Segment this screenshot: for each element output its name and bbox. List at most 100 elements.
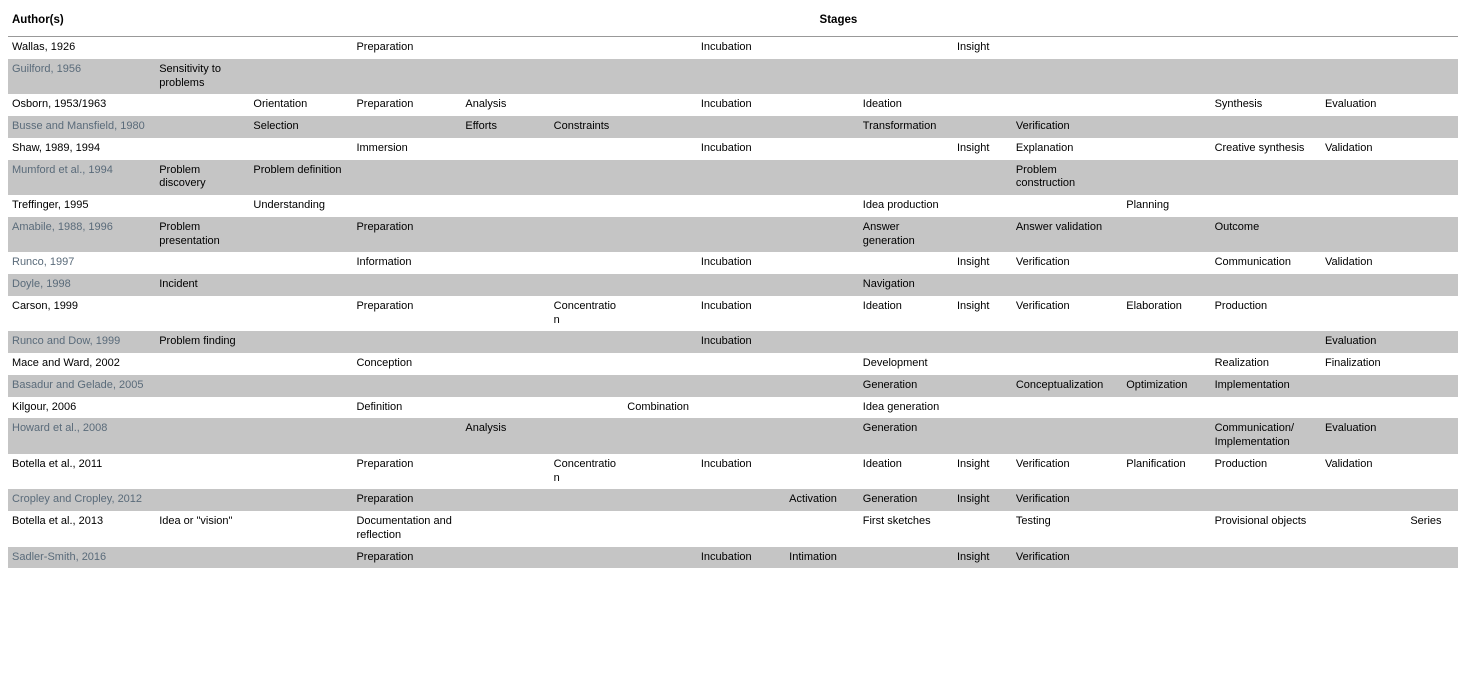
stage-cell: [1122, 489, 1210, 511]
stage-cell: [550, 94, 624, 116]
stage-cell: [155, 418, 249, 454]
stage-cell: [1321, 59, 1406, 95]
stage-cell: Understanding: [249, 195, 352, 217]
stage-cell: Incubation: [697, 547, 785, 569]
stage-cell: [1012, 353, 1122, 375]
stage-cell: [1211, 59, 1321, 95]
stage-cell: [249, 37, 352, 59]
stage-cell: Provisional objects: [1211, 511, 1321, 547]
stage-cell: Planning: [1122, 195, 1210, 217]
table-row: Carson, 1999PreparationConcentrationIncu…: [8, 296, 1458, 332]
stage-cell: [461, 252, 549, 274]
stage-cell: [623, 217, 697, 253]
stage-cell: Selection: [249, 116, 352, 138]
stage-cell: [623, 331, 697, 353]
stage-cell: [859, 547, 953, 569]
stage-cell: [785, 59, 859, 95]
stage-cell: [1211, 489, 1321, 511]
stage-cell: Generation: [859, 489, 953, 511]
stage-cell: Ideation: [859, 296, 953, 332]
stage-cell: [1406, 217, 1458, 253]
stage-cell: [953, 353, 1012, 375]
stage-cell: [550, 353, 624, 375]
stage-cell: [550, 217, 624, 253]
stage-cell: [1406, 59, 1458, 95]
stage-cell: Verification: [1012, 296, 1122, 332]
stage-cell: Efforts: [461, 116, 549, 138]
stage-cell: [1406, 418, 1458, 454]
stage-cell: [1321, 195, 1406, 217]
stage-cell: [953, 331, 1012, 353]
stage-cell: [1012, 195, 1122, 217]
stage-cell: Insight: [953, 296, 1012, 332]
stage-cell: [461, 37, 549, 59]
stage-cell: Incubation: [697, 94, 785, 116]
stage-cell: Incubation: [697, 252, 785, 274]
stage-cell: [1406, 547, 1458, 569]
author-cell: Amabile, 1988, 1996: [8, 217, 155, 253]
table-row: Howard et al., 2008AnalysisGenerationCom…: [8, 418, 1458, 454]
stage-cell: [785, 353, 859, 375]
stage-cell: Insight: [953, 489, 1012, 511]
stage-cell: Problem finding: [155, 331, 249, 353]
author-cell: Shaw, 1989, 1994: [8, 138, 155, 160]
table-body: Wallas, 1926PreparationIncubationInsight…: [8, 37, 1458, 569]
stage-cell: [461, 59, 549, 95]
stage-cell: Verification: [1012, 454, 1122, 490]
stage-cell: [155, 454, 249, 490]
stage-cell: [623, 59, 697, 95]
stage-cell: [859, 331, 953, 353]
stage-cell: [155, 547, 249, 569]
stage-cell: Ideation: [859, 94, 953, 116]
stage-cell: [1211, 195, 1321, 217]
stage-cell: Ideation: [859, 454, 953, 490]
stage-cell: Production: [1211, 454, 1321, 490]
stage-cell: Insight: [953, 138, 1012, 160]
stage-cell: Incubation: [697, 296, 785, 332]
table-row: Treffinger, 1995UnderstandingIdea produc…: [8, 195, 1458, 217]
stage-cell: [461, 296, 549, 332]
stage-cell: [697, 195, 785, 217]
stage-cell: Verification: [1012, 547, 1122, 569]
stage-cell: Verification: [1012, 252, 1122, 274]
stage-cell: Preparation: [352, 547, 461, 569]
stage-cell: [1406, 331, 1458, 353]
stage-cell: [623, 274, 697, 296]
stage-cell: Problem construction: [1012, 160, 1122, 196]
stage-cell: [953, 397, 1012, 419]
table-row: Kilgour, 2006DefinitionCombinationIdea g…: [8, 397, 1458, 419]
stage-cell: Realization: [1211, 353, 1321, 375]
author-cell: Busse and Mansfield, 1980: [8, 116, 155, 138]
table-row: Runco and Dow, 1999Problem findingIncuba…: [8, 331, 1458, 353]
stage-cell: [1122, 138, 1210, 160]
author-cell: Cropley and Cropley, 2012: [8, 489, 155, 511]
stage-cell: [1122, 511, 1210, 547]
stage-cell: [550, 160, 624, 196]
stage-cell: [550, 547, 624, 569]
stage-cell: Preparation: [352, 94, 461, 116]
stage-cell: Conception: [352, 353, 461, 375]
stage-cell: [1211, 160, 1321, 196]
stage-cell: [1406, 37, 1458, 59]
stage-cell: [1122, 37, 1210, 59]
stage-cell: Conceptualization: [1012, 375, 1122, 397]
author-cell: Botella et al., 2011: [8, 454, 155, 490]
stage-cell: [623, 454, 697, 490]
stage-cell: [550, 418, 624, 454]
stage-cell: [1012, 94, 1122, 116]
table-row: Mumford et al., 1994Problem discoveryPro…: [8, 160, 1458, 196]
stage-cell: [461, 331, 549, 353]
stage-cell: [352, 418, 461, 454]
stage-cell: [461, 195, 549, 217]
stage-cell: Creative synthesis: [1211, 138, 1321, 160]
author-cell: Botella et al., 2013: [8, 511, 155, 547]
stage-cell: Immersion: [352, 138, 461, 160]
stage-cell: [697, 59, 785, 95]
stage-cell: [623, 160, 697, 196]
stage-cell: [1211, 37, 1321, 59]
stage-cell: [1321, 160, 1406, 196]
stage-cell: [697, 397, 785, 419]
stage-cell: [550, 397, 624, 419]
stage-cell: [785, 138, 859, 160]
stage-cell: Activation: [785, 489, 859, 511]
